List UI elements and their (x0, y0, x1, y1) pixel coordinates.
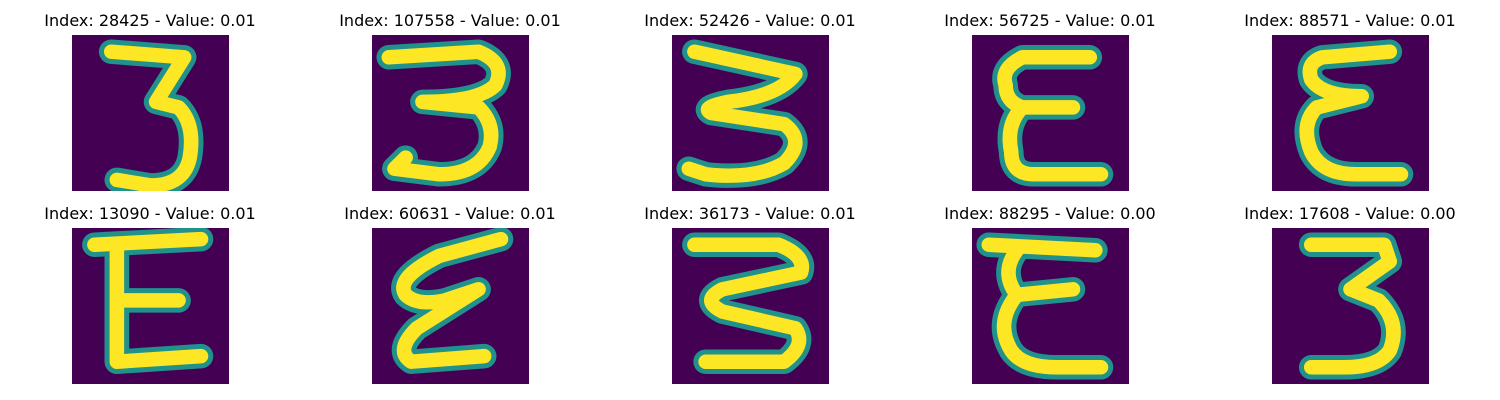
digit-image (672, 228, 829, 384)
image-panel: Index: 107558 - Value: 0.01 (300, 10, 600, 191)
digit-image (672, 35, 829, 191)
stroke-core (1303, 237, 1401, 375)
image-panel: Index: 13090 - Value: 0.01 (0, 203, 300, 384)
panel-title: Index: 17608 - Value: 0.00 (1244, 204, 1456, 223)
digit-image (372, 35, 529, 191)
panel-title: Index: 88295 - Value: 0.00 (944, 204, 1156, 223)
image-panel: Index: 88295 - Value: 0.00 (900, 203, 1200, 384)
image-panel: Index: 60631 - Value: 0.01 (300, 203, 600, 384)
stroke-core (681, 44, 803, 183)
digit-image (972, 228, 1129, 384)
panel-title: Index: 13090 - Value: 0.01 (44, 204, 256, 223)
stroke-core (381, 44, 506, 182)
digit-image (372, 228, 529, 384)
stroke-core (87, 231, 209, 369)
image-panel: Index: 36173 - Value: 0.01 (600, 203, 900, 384)
stroke-core (997, 50, 1109, 182)
stroke-core (1299, 44, 1409, 182)
image-panel: Index: 88571 - Value: 0.01 (1200, 10, 1500, 191)
image-panel: Index: 28425 - Value: 0.01 (0, 10, 300, 191)
image-panel: Index: 17608 - Value: 0.00 (1200, 203, 1500, 384)
panel-title: Index: 56725 - Value: 0.01 (944, 11, 1156, 30)
digit-image (72, 35, 229, 191)
stroke-core (981, 237, 1109, 375)
panel-title: Index: 107558 - Value: 0.01 (339, 11, 561, 30)
stroke-core (687, 237, 810, 369)
panel-title: Index: 88571 - Value: 0.01 (1244, 11, 1456, 30)
stroke-core (103, 44, 199, 191)
digit-image (1272, 35, 1429, 191)
digit-image (72, 228, 229, 384)
panel-title: Index: 36173 - Value: 0.01 (644, 204, 856, 223)
stroke-core (396, 231, 509, 369)
image-panel: Index: 52426 - Value: 0.01 (600, 10, 900, 191)
panel-title: Index: 28425 - Value: 0.01 (44, 11, 256, 30)
panel-title: Index: 52426 - Value: 0.01 (644, 11, 856, 30)
image-panel: Index: 56725 - Value: 0.01 (900, 10, 1200, 191)
digit-image (972, 35, 1129, 191)
digit-image (1272, 228, 1429, 384)
panel-title: Index: 60631 - Value: 0.01 (344, 204, 556, 223)
